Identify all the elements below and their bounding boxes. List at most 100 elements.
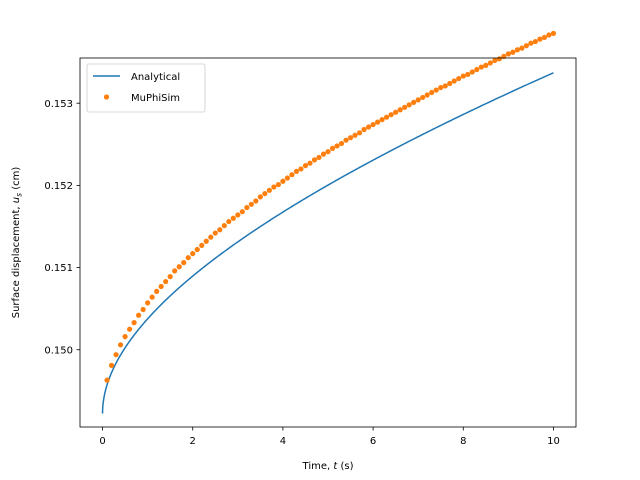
- data-point-muphisim: [438, 84, 444, 91]
- x-tick-label: 2: [190, 436, 196, 447]
- data-point-muphisim: [212, 230, 218, 236]
- data-point-muphisim: [140, 306, 146, 313]
- data-point-muphisim: [397, 107, 403, 113]
- y-tick-label: 0.150: [44, 345, 73, 356]
- data-point-muphisim: [307, 160, 313, 166]
- y-tick-label: 0.151: [44, 263, 73, 274]
- data-point-muphisim: [384, 114, 390, 120]
- data-point-muphisim: [487, 60, 493, 66]
- data-point-muphisim: [257, 194, 263, 200]
- data-point-muphisim: [298, 166, 304, 172]
- data-point-muphisim: [505, 51, 511, 57]
- data-point-muphisim: [456, 75, 462, 82]
- data-point-muphisim: [514, 47, 520, 53]
- data-point-muphisim: [226, 218, 232, 225]
- data-point-muphisim: [194, 246, 200, 253]
- data-point-muphisim: [478, 64, 484, 70]
- data-point-muphisim: [221, 223, 227, 229]
- data-point-muphisim: [356, 130, 363, 136]
- data-point-muphisim: [469, 69, 475, 75]
- data-point-muphisim: [203, 238, 209, 244]
- data-point-muphisim: [483, 62, 489, 68]
- data-point-muphisim: [284, 175, 291, 181]
- data-point-muphisim: [154, 288, 160, 294]
- data-point-muphisim: [361, 126, 367, 133]
- data-point-muphisim: [343, 137, 349, 143]
- data-point-muphisim: [167, 274, 173, 280]
- x-tick-label: 0: [99, 436, 105, 447]
- data-point-muphisim: [447, 80, 453, 87]
- data-point-muphisim: [176, 264, 182, 270]
- data-point-muphisim: [375, 119, 381, 125]
- data-point-muphisim: [460, 73, 466, 79]
- data-point-muphisim: [181, 260, 187, 266]
- data-point-muphisim: [510, 49, 516, 55]
- data-point-muphisim: [127, 326, 133, 332]
- data-point-muphisim: [185, 255, 191, 261]
- data-point-muphisim: [108, 362, 115, 368]
- x-tick-label: 4: [280, 436, 286, 447]
- data-point-muphisim: [289, 172, 295, 178]
- data-point-muphisim: [316, 154, 322, 161]
- x-axis: 0 2 4 6 8 10: [99, 427, 560, 447]
- data-point-muphisim: [325, 149, 331, 155]
- data-point-muphisim: [411, 99, 417, 105]
- y-tick-label: 0.153: [44, 99, 73, 110]
- data-point-muphisim: [104, 377, 110, 383]
- data-point-muphisim: [293, 168, 300, 175]
- data-point-muphisim: [388, 112, 394, 118]
- data-point-muphisim: [406, 102, 412, 108]
- data-point-muphisim: [280, 178, 286, 184]
- data-point-muphisim: [244, 204, 250, 211]
- y-axis: 0.150 0.151 0.152 0.153: [44, 99, 80, 356]
- data-point-muphisim: [158, 283, 164, 290]
- data-point-muphisim: [311, 157, 318, 163]
- data-point-muphisim: [402, 104, 408, 110]
- data-point-muphisim: [248, 201, 254, 207]
- data-point-muphisim: [199, 242, 205, 248]
- data-point-muphisim: [131, 320, 137, 326]
- data-point-muphisim: [302, 163, 309, 169]
- data-point-muphisim: [546, 32, 552, 38]
- legend-swatch-muphisim: [103, 94, 110, 100]
- data-point-muphisim: [266, 187, 272, 193]
- data-point-muphisim: [208, 234, 214, 240]
- y-axis-label: Surface displacement, us (cm): [11, 167, 24, 319]
- data-point-muphisim: [347, 135, 354, 141]
- data-point-muphisim: [329, 145, 336, 151]
- data-point-muphisim: [352, 132, 358, 138]
- data-point-muphisim: [235, 212, 241, 218]
- data-point-muphisim: [262, 191, 268, 197]
- data-point-muphisim: [465, 71, 471, 78]
- data-point-muphisim: [451, 78, 457, 84]
- data-point-muphisim: [172, 268, 178, 274]
- data-point-muphisim: [122, 334, 128, 340]
- data-point-muphisim: [190, 250, 196, 257]
- axes-frame: [79, 57, 577, 428]
- data-point-muphisim: [239, 209, 245, 215]
- data-point-muphisim: [415, 97, 421, 103]
- data-point-muphisim: [519, 45, 525, 51]
- data-point-muphisim: [442, 83, 448, 89]
- data-point-muphisim: [550, 30, 557, 36]
- data-point-muphisim: [253, 198, 259, 204]
- data-point-muphisim: [492, 57, 498, 64]
- data-point-muphisim: [338, 140, 345, 147]
- data-point-muphisim: [113, 352, 119, 358]
- data-point-muphisim: [320, 151, 327, 157]
- y-tick-label: 0.152: [44, 181, 73, 192]
- data-point-muphisim: [379, 117, 385, 123]
- data-point-muphisim: [429, 89, 435, 96]
- data-point-muphisim: [163, 278, 169, 285]
- data-point-muphisim: [393, 109, 399, 115]
- legend: Analytical MuPhiSim: [86, 63, 206, 113]
- data-point-muphisim: [275, 181, 281, 188]
- x-tick-label: 6: [370, 436, 376, 447]
- x-axis-label: Time, t (s): [302, 461, 354, 472]
- data-point-muphisim: [230, 215, 236, 221]
- data-point-muphisim: [117, 342, 124, 348]
- data-point-muphisim: [217, 227, 223, 233]
- data-point-muphisim: [523, 43, 530, 49]
- data-point-muphisim: [532, 38, 539, 45]
